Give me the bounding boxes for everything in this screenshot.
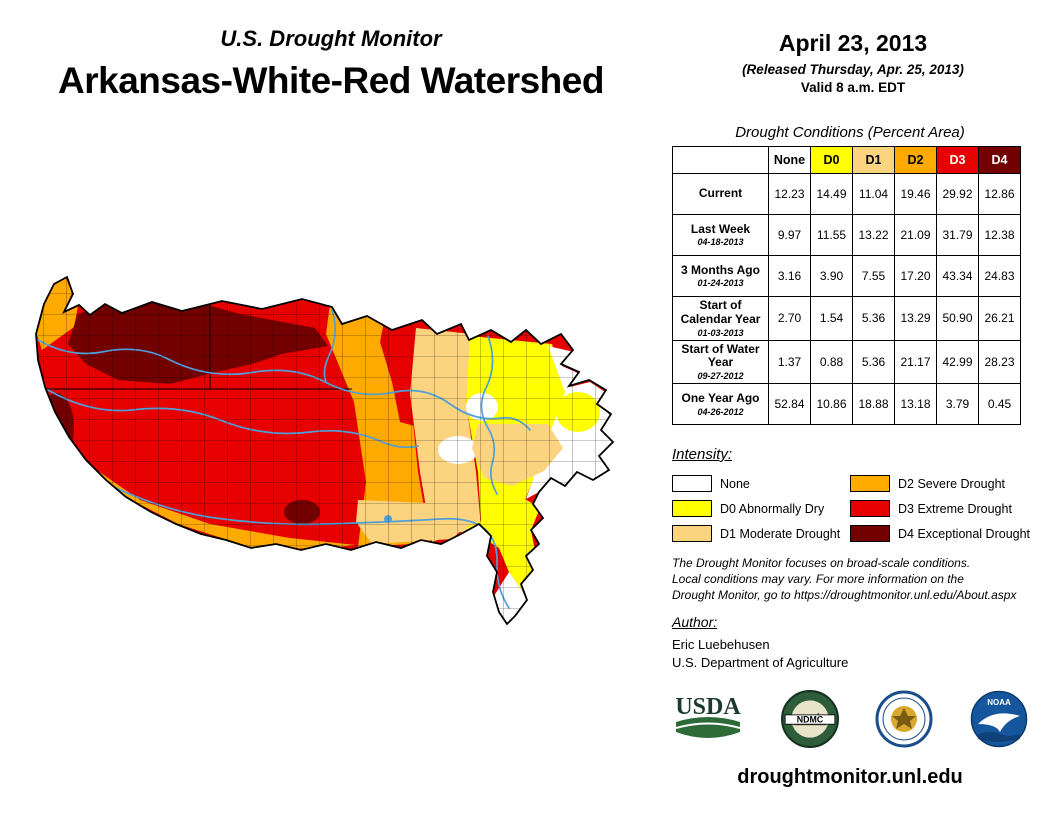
release-date: (Released Thursday, Apr. 25, 2013)	[742, 62, 964, 77]
watershed-map-svg	[35, 275, 615, 626]
value-cell: 5.36	[852, 339, 895, 385]
table-header-row: None D0 D1 D2 D3 D4	[672, 146, 1021, 174]
swatch-d3	[850, 500, 890, 517]
value-cell: 5.36	[852, 296, 895, 341]
date-block: April 23, 2013 (Released Thursday, Apr. …	[680, 30, 1026, 95]
value-cell: 24.83	[978, 255, 1021, 297]
author-org: U.S. Department of Agriculture	[672, 655, 849, 670]
page-title: Arkansas-White-Red Watershed	[58, 60, 604, 101]
row-label-cell: 3 Months Ago 01-24-2013	[672, 255, 769, 297]
report-name: U.S. Drought Monitor	[220, 26, 442, 51]
value-cell: 17.20	[894, 255, 937, 297]
value-cell: 21.17	[894, 339, 937, 385]
ndmc-logo: NDMC	[780, 690, 839, 748]
value-cell: 11.55	[810, 214, 853, 256]
col-header-d2: D2	[894, 146, 937, 174]
value-cell: 13.22	[852, 214, 895, 256]
svg-text:NOAA: NOAA	[987, 698, 1011, 707]
author-heading: Author:	[672, 614, 718, 630]
value-cell: 2.70	[768, 296, 811, 341]
legend-item-d3: D3 Extreme Drought	[850, 496, 1038, 521]
table-row-3-months-ago: 3 Months Ago 01-24-2013 3.16 3.90 7.55 17…	[672, 255, 1021, 297]
value-cell: 26.21	[978, 296, 1021, 341]
swatch-d1	[672, 525, 712, 542]
row-label-cell: Current	[672, 173, 769, 215]
legend-item-none: None	[672, 471, 850, 496]
commerce-seal-logo	[875, 690, 933, 748]
svg-text:NDMC: NDMC	[796, 715, 823, 725]
value-cell: 12.23	[768, 173, 811, 215]
value-cell: 12.38	[978, 214, 1021, 256]
value-cell: 50.90	[936, 296, 979, 341]
row-label-cell: Start of Calendar Year 01-03-2013	[672, 296, 769, 341]
value-cell: 11.04	[852, 173, 895, 215]
value-cell: 7.55	[852, 255, 895, 297]
table-row-start-calendar-year: Start of Calendar Year 01-03-2013 2.70 1.…	[672, 296, 1021, 341]
row-label-cell: Start of Water Year 09-27-2012	[672, 339, 769, 385]
value-cell: 0.88	[810, 339, 853, 385]
table-row-last-week: Last Week 04-18-2013 9.97 11.55 13.22 21.…	[672, 214, 1021, 256]
report-date: April 23, 2013	[778, 30, 928, 56]
swatch-d2	[850, 475, 890, 492]
footer-url: droughtmonitor.unl.edu	[737, 766, 963, 788]
legend-item-d4: D4 Exceptional Drought	[850, 521, 1038, 546]
legend-item-d2: D2 Severe Drought	[850, 471, 1038, 496]
value-cell: 1.54	[810, 296, 853, 341]
valid-time: Valid 8 a.m. EDT	[800, 80, 906, 95]
value-cell: 52.84	[768, 383, 811, 426]
col-header-d0: D0	[810, 146, 853, 174]
value-cell: 3.79	[936, 383, 979, 426]
table-title: Drought Conditions (Percent Area)	[735, 124, 965, 141]
value-cell: 42.99	[936, 339, 979, 385]
value-cell: 21.09	[894, 214, 937, 256]
value-cell: 19.46	[894, 173, 937, 215]
value-cell: 3.90	[810, 255, 853, 297]
swatch-d4	[850, 525, 890, 542]
legend-title: Intensity:	[672, 446, 733, 463]
value-cell: 3.16	[768, 255, 811, 297]
author-block: Author: Eric Luebehusen U.S. Department …	[672, 614, 1032, 670]
table-row-start-water-year: Start of Water Year 09-27-2012 1.37 0.88 …	[672, 339, 1021, 385]
value-cell: 31.79	[936, 214, 979, 256]
table-row-one-year-ago: One Year Ago 04-26-2012 52.84 10.86 18.88…	[672, 383, 1021, 426]
disclaimer-text: The Drought Monitor focuses on broad-sca…	[672, 556, 1017, 602]
col-header-none: None	[768, 146, 811, 174]
drought-map	[20, 272, 660, 630]
col-header-d1: D1	[852, 146, 895, 174]
row-label-cell: One Year Ago 04-26-2012	[672, 383, 769, 426]
col-header-d3: D3	[936, 146, 979, 174]
value-cell: 1.37	[768, 339, 811, 385]
logo-row: USDA NDMC NOAA	[672, 690, 1028, 748]
author-name: Eric Luebehusen	[672, 637, 770, 652]
value-cell: 13.29	[894, 296, 937, 341]
value-cell: 10.86	[810, 383, 853, 426]
value-cell: 9.97	[768, 214, 811, 256]
swatch-d0	[672, 500, 712, 517]
value-cell: 29.92	[936, 173, 979, 215]
drought-conditions-table: None D0 D1 D2 D3 D4 Current 12.23 14.49 …	[672, 146, 1021, 426]
watershed-outline	[35, 275, 615, 626]
value-cell: 0.45	[978, 383, 1021, 426]
row-label-cell: Last Week 04-18-2013	[672, 214, 769, 256]
corner-cell	[672, 146, 769, 174]
value-cell: 13.18	[894, 383, 937, 426]
usda-logo: USDA	[675, 694, 741, 738]
legend-item-d1: D1 Moderate Drought	[672, 521, 850, 546]
noaa-logo: NOAA	[970, 690, 1028, 748]
value-cell: 43.34	[936, 255, 979, 297]
value-cell: 14.49	[810, 173, 853, 215]
swatch-none	[672, 475, 712, 492]
title-block: U.S. Drought Monitor Arkansas-White-Red …	[0, 26, 662, 102]
col-header-d4: D4	[978, 146, 1021, 174]
table-row-current: Current 12.23 14.49 11.04 19.46 29.92 12…	[672, 173, 1021, 215]
value-cell: 18.88	[852, 383, 895, 426]
value-cell: 12.86	[978, 173, 1021, 215]
svg-text:USDA: USDA	[675, 694, 741, 720]
intensity-legend: Intensity: None D0 Abnormally Dry D1 Mod…	[672, 446, 1038, 546]
value-cell: 28.23	[978, 339, 1021, 385]
legend-item-d0: D0 Abnormally Dry	[672, 496, 850, 521]
